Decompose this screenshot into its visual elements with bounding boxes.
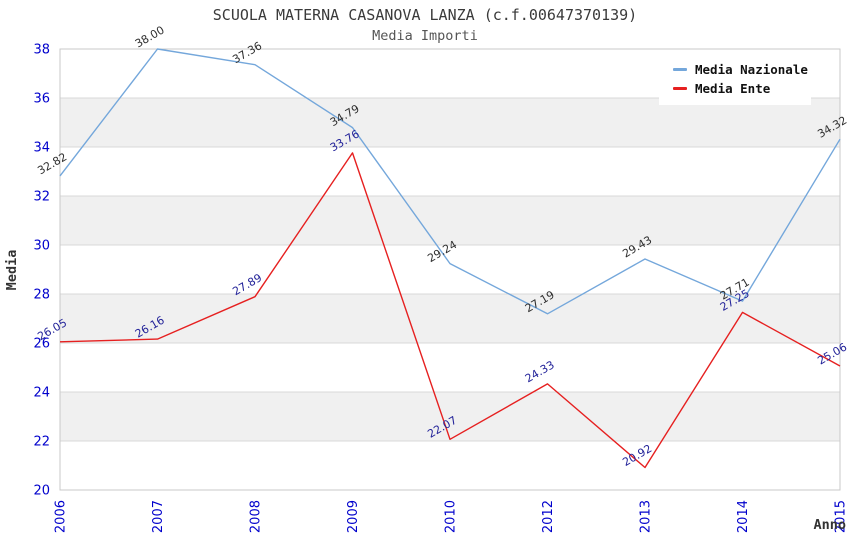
y-tick-label: 38 bbox=[33, 43, 50, 58]
y-tick-label: 20 bbox=[33, 484, 50, 499]
point-label: 37.36 bbox=[230, 39, 264, 66]
x-tick-label: 2009 bbox=[346, 500, 361, 533]
x-tick-label: 2012 bbox=[541, 500, 556, 533]
y-tick-label: 28 bbox=[33, 288, 50, 303]
x-tick-label: 2014 bbox=[736, 500, 751, 533]
chart-subtitle: Media Importi bbox=[372, 28, 478, 44]
legend-line-swatch-ente bbox=[673, 87, 687, 90]
y-tick-label: 30 bbox=[33, 239, 50, 254]
x-tick-label: 2007 bbox=[151, 500, 166, 533]
legend: Media Nazionale Media Ente bbox=[659, 55, 811, 105]
y-tick-label: 32 bbox=[33, 190, 50, 205]
y-tick-label: 24 bbox=[33, 386, 50, 401]
plot-border bbox=[59, 48, 841, 491]
series-line-media-nazionale bbox=[59, 48, 841, 315]
plot-band bbox=[60, 392, 840, 441]
x-axis-title: Anno bbox=[813, 517, 846, 533]
x-tick-label: 2008 bbox=[249, 500, 264, 533]
chart-title: SCUOLA MATERNA CASANOVA LANZA (c.f.00647… bbox=[212, 6, 638, 24]
point-label: 38.00 bbox=[133, 23, 167, 50]
series-line-media-ente bbox=[59, 152, 841, 469]
legend-item-media-nazionale: Media Nazionale bbox=[673, 60, 808, 79]
plot-band bbox=[60, 294, 840, 343]
point-label: 20.92 bbox=[620, 442, 654, 469]
x-tick-label: 2013 bbox=[639, 500, 654, 533]
point-label: 25.06 bbox=[815, 340, 849, 367]
legend-label-media-ente: Media Ente bbox=[695, 81, 771, 96]
point-label: 24.33 bbox=[523, 358, 557, 385]
legend-line-swatch-nazionale bbox=[673, 68, 687, 71]
y-tick-label: 22 bbox=[33, 435, 50, 450]
x-tick-label: 2015 bbox=[834, 500, 849, 533]
x-tick-label: 2006 bbox=[54, 500, 69, 533]
y-tick-label: 36 bbox=[33, 92, 50, 107]
y-tick-label: 26 bbox=[33, 337, 50, 352]
x-tick-label: 2010 bbox=[444, 500, 459, 533]
y-tick-label: 34 bbox=[33, 141, 50, 156]
plot-band bbox=[60, 98, 840, 147]
legend-label-media-nazionale: Media Nazionale bbox=[695, 62, 808, 77]
y-axis-title: Media bbox=[4, 250, 20, 291]
plot-band bbox=[60, 196, 840, 245]
legend-item-media-ente: Media Ente bbox=[673, 79, 803, 98]
